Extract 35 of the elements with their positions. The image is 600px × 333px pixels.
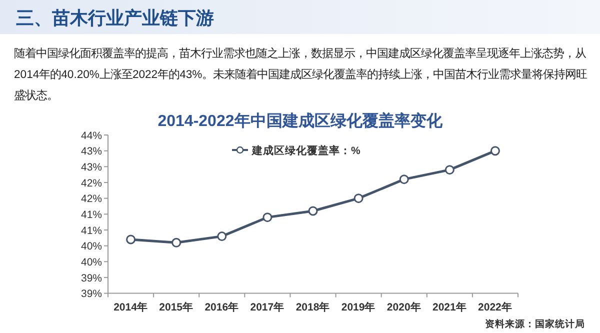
point	[172, 238, 182, 248]
legend-label: 建成区绿化覆盖率：%	[251, 144, 361, 157]
point	[126, 234, 136, 244]
text: 资料来源：国家统计局	[485, 318, 585, 330]
y-tick-label: 41%	[80, 224, 102, 237]
point	[354, 194, 364, 204]
text: 三、苗木行业产业链下游	[16, 7, 214, 30]
x-tick-label: 2019年	[341, 300, 376, 314]
legend: 建成区绿化覆盖率：%	[232, 145, 360, 157]
point	[217, 232, 227, 242]
x-tick-label: 2022年	[478, 300, 512, 314]
point	[490, 146, 500, 156]
point	[399, 174, 409, 184]
x-tick-label: 2018年	[296, 300, 330, 314]
y-tick-label: 43%	[80, 161, 102, 174]
x-tick-label: 2017年	[250, 300, 285, 314]
y-tick-label: 39%	[80, 272, 102, 284]
y-tick-label: 44%	[80, 130, 102, 142]
title: 2014-2022年中国建成区绿化覆盖率变化	[158, 113, 442, 130]
x-tick-label: 2014年	[114, 300, 148, 314]
x-tick-label: 2015年	[159, 300, 194, 314]
y-tick-label: 43%	[80, 146, 102, 158]
x-tick-label: 2016年	[204, 300, 240, 314]
y-tick-label: 42%	[80, 177, 102, 190]
text: 随着中国绿化面积覆盖率的提高，苗木行业需求也随之上涨，数据显示，中国建成区绿化覆盖率呈现逐年上涨态势，从2014年的40.20%上涨至2022年的43%。未来随着中国建成区绿化覆盖率的持续上涨，中国苗木行业需求量将保持网旺盛状态。	[14, 46, 588, 104]
y-tick-label: 40%	[80, 240, 102, 253]
point	[262, 212, 272, 222]
point	[444, 165, 454, 175]
x-tick-label: 2021年	[432, 300, 467, 314]
x-tick-label: 2020年	[386, 300, 422, 314]
y-tick-label: 40%	[80, 256, 102, 268]
y-tick-label: 42%	[80, 193, 102, 206]
y-tick-label: 39%	[80, 288, 102, 300]
point	[308, 206, 318, 216]
y-tick-label: 41%	[80, 208, 102, 221]
